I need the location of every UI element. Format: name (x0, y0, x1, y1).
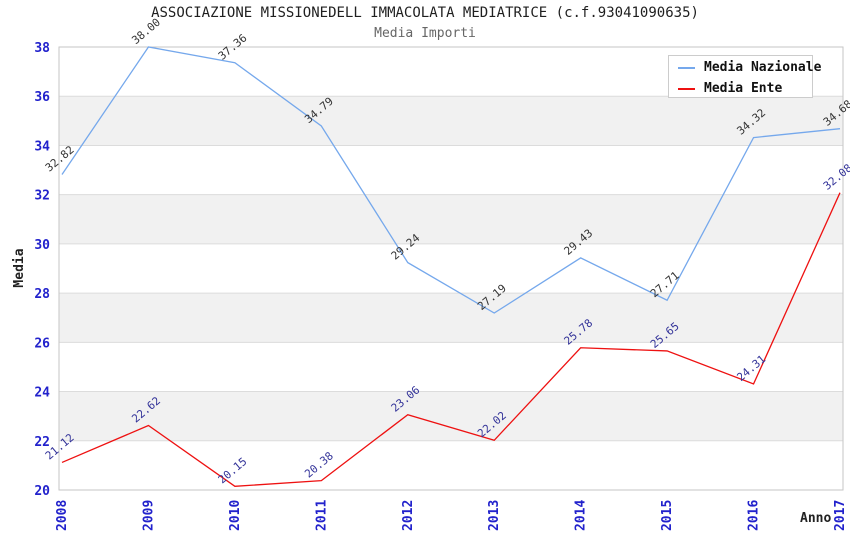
legend-label-media-ente: Media Ente (704, 81, 783, 96)
plot-band (59, 391, 843, 441)
x-tick-label: 2011 (314, 500, 329, 531)
x-tick-label: 2017 (833, 500, 848, 531)
x-axis-title: Anno (800, 511, 832, 526)
x-tick-label: 2013 (487, 500, 502, 531)
x-tick-label: 2014 (574, 500, 589, 531)
plot-band (59, 243, 843, 294)
plot-band (59, 145, 843, 195)
y-tick-label: 36 (34, 90, 50, 105)
y-tick-label: 26 (34, 336, 50, 351)
series-line-media-ente (61, 192, 841, 487)
chart-legend: Media Nazionale Media Ente (668, 55, 821, 98)
plot-band (59, 293, 843, 343)
chart-subtitle: Media Importi (374, 26, 476, 41)
legend-dash-media-ente (678, 87, 695, 90)
y-tick-label: 22 (34, 435, 50, 450)
chart-title: ASSOCIAZIONE MISSIONEDELL IMMACOLATA MED… (151, 5, 699, 21)
x-tick-label: 2015 (660, 500, 675, 531)
series-line-media-nazionale (61, 46, 841, 314)
data-label-media-nazionale: 38.00 (129, 16, 163, 47)
legend-dash-media-nazionale (678, 66, 695, 69)
y-tick-label: 30 (34, 238, 50, 253)
x-tick-label: 2009 (141, 500, 156, 531)
y-tick-label: 24 (34, 386, 50, 401)
legend-label-media-nazionale: Media Nazionale (704, 60, 822, 75)
y-tick-label: 20 (34, 484, 50, 499)
plot-band (59, 342, 843, 392)
y-axis-title: Media (12, 248, 27, 288)
y-tick-label: 32 (34, 189, 50, 204)
plot-band (59, 440, 843, 490)
legend-item-media-nazionale: Media Nazionale (669, 58, 821, 77)
plot-band (59, 194, 843, 244)
x-tick-label: 2012 (401, 500, 416, 531)
x-tick-label: 2016 (747, 500, 762, 531)
plot-band (59, 96, 843, 146)
plot-border (58, 46, 844, 491)
y-tick-label: 28 (34, 287, 50, 302)
y-tick-label: 34 (34, 139, 50, 154)
x-tick-label: 2008 (55, 500, 70, 531)
legend-item-media-ente: Media Ente (669, 79, 812, 98)
x-tick-label: 2010 (228, 500, 243, 531)
y-tick-label: 38 (34, 41, 50, 56)
